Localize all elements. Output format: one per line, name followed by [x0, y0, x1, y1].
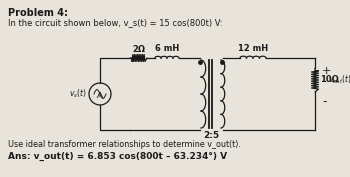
- Text: 10Ω: 10Ω: [320, 76, 339, 84]
- Text: In the circuit shown below, v_s(t) = 15 cos(800t) V:: In the circuit shown below, v_s(t) = 15 …: [8, 18, 223, 27]
- Text: -: -: [322, 95, 327, 108]
- Text: 2Ω: 2Ω: [132, 45, 145, 54]
- Text: 6 mH: 6 mH: [155, 44, 179, 53]
- Text: 2:5: 2:5: [203, 131, 219, 140]
- Text: $v_s(t)$: $v_s(t)$: [69, 88, 87, 100]
- Text: $v_{out}(t)$: $v_{out}(t)$: [328, 74, 350, 86]
- Text: +: +: [322, 66, 331, 76]
- Text: Use ideal transformer relationships to determine v_out(t).: Use ideal transformer relationships to d…: [8, 140, 241, 149]
- Text: Problem 4:: Problem 4:: [8, 8, 68, 18]
- Text: 12 mH: 12 mH: [238, 44, 268, 53]
- Text: Ans: v_out(t) = 6.853 cos(800t – 63.234°) V: Ans: v_out(t) = 6.853 cos(800t – 63.234°…: [8, 152, 227, 161]
